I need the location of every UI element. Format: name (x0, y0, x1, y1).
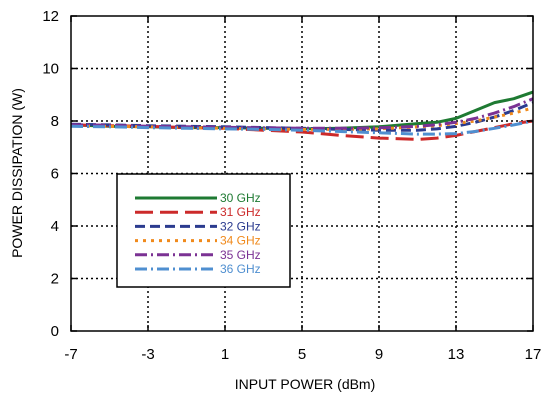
y-tick-label: 4 (51, 218, 59, 235)
x-tick-label: -7 (64, 346, 77, 363)
legend-label: 36 GHz (220, 262, 261, 276)
y-tick-label: 0 (51, 323, 59, 340)
x-tick-label: 1 (221, 346, 229, 363)
y-tick-label: 6 (51, 166, 59, 183)
series-line (70, 119, 534, 141)
x-tick-label: 5 (298, 346, 306, 363)
legend-label: 35 GHz (220, 248, 261, 262)
y-tick-labels: 0 2 4 6 8 10 12 (42, 8, 59, 340)
y-tick-label: 12 (42, 8, 59, 25)
x-tick-label: 13 (448, 346, 465, 363)
y-tick-label: 8 (51, 113, 59, 130)
y-tick-label: 10 (42, 61, 59, 78)
legend-label: 34 GHz (220, 234, 261, 248)
x-axis-title: INPUT POWER (dBm) (235, 376, 376, 392)
tick-marks (70, 15, 534, 332)
legend-label: 32 GHz (220, 219, 261, 233)
x-tick-labels: -7 -3 1 5 9 13 17 (64, 346, 541, 363)
series-layer (70, 90, 534, 141)
x-tick-label: -3 (141, 346, 154, 363)
series-line (70, 119, 534, 136)
y-axis-title: POWER DISSIPATION (W) (9, 88, 25, 258)
legend-label: 31 GHz (220, 205, 261, 219)
x-tick-label: 17 (525, 346, 541, 363)
y-tick-label: 2 (51, 271, 59, 288)
x-tick-label: 9 (375, 346, 383, 363)
legend-label: 30 GHz (220, 191, 261, 205)
